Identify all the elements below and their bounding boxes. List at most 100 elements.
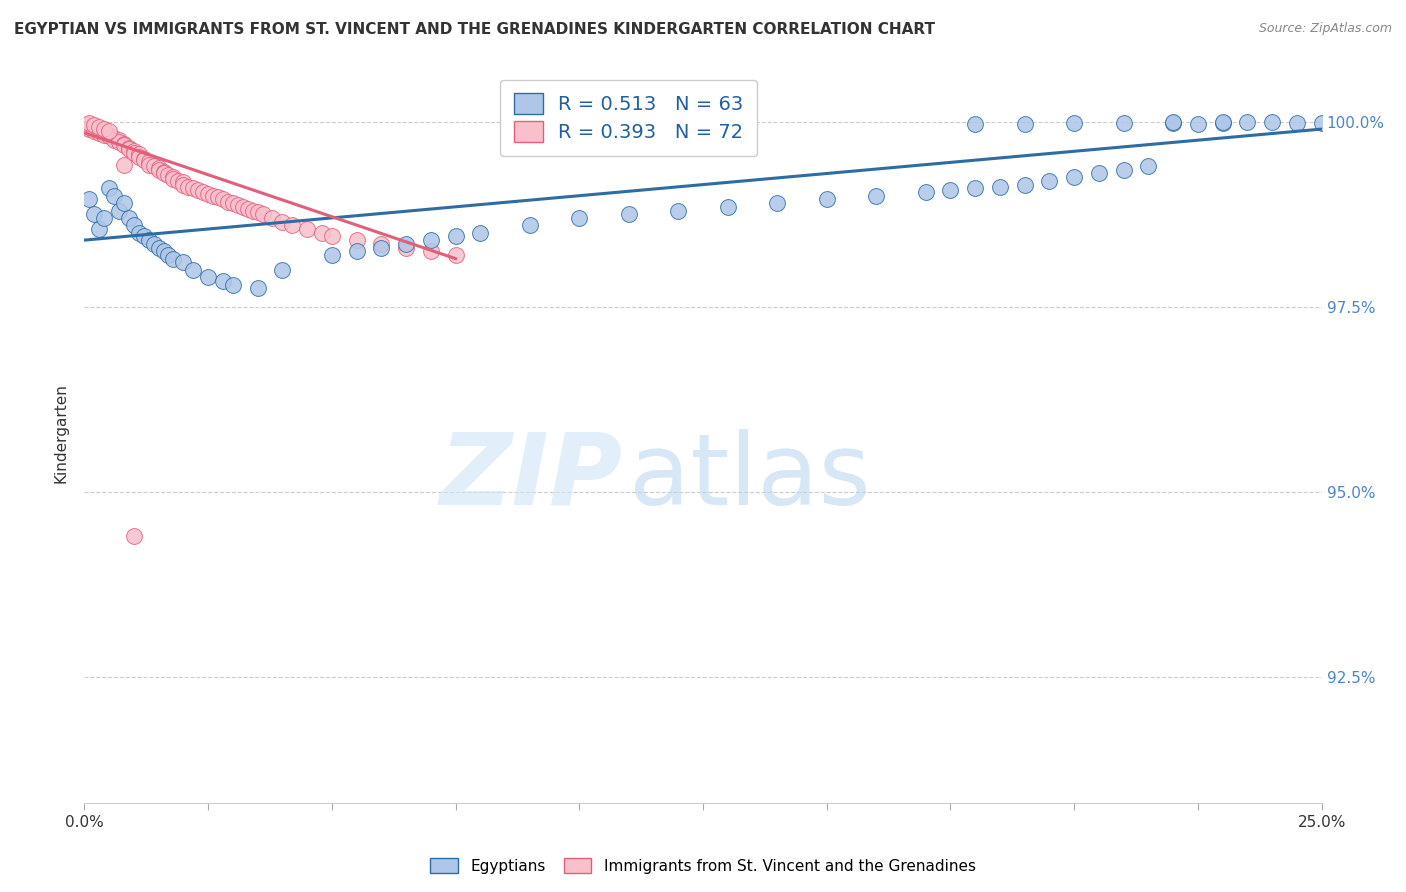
Point	[965, 117, 987, 131]
Point	[1310, 116, 1333, 130]
Point	[395, 236, 418, 251]
Point	[246, 281, 269, 295]
Point	[1137, 159, 1160, 173]
Point	[232, 200, 254, 214]
Point	[162, 252, 184, 266]
Text: Source: ZipAtlas.com: Source: ZipAtlas.com	[1258, 22, 1392, 36]
Point	[207, 190, 229, 204]
Point	[152, 167, 174, 181]
Point	[1063, 170, 1085, 185]
Point	[128, 150, 150, 164]
Point	[914, 185, 936, 199]
Point	[766, 196, 789, 211]
Point	[346, 244, 368, 259]
Point	[1236, 115, 1258, 129]
Point	[242, 203, 264, 218]
Point	[262, 211, 284, 225]
Point	[419, 244, 441, 259]
Point	[122, 145, 145, 160]
Point	[132, 153, 155, 168]
Point	[222, 196, 245, 211]
Point	[93, 126, 115, 140]
Point	[191, 185, 214, 199]
Point	[815, 193, 838, 207]
Point	[152, 244, 174, 259]
Point	[122, 145, 145, 159]
Point	[89, 123, 111, 137]
Point	[271, 262, 294, 277]
Point	[1212, 116, 1234, 130]
Point	[236, 202, 259, 216]
Point	[162, 170, 184, 185]
Point	[666, 203, 689, 218]
Point	[226, 197, 249, 211]
Point	[252, 207, 274, 221]
Point	[181, 262, 204, 277]
Point	[212, 274, 235, 288]
Point	[142, 236, 165, 251]
Point	[138, 155, 160, 169]
Point	[152, 165, 174, 179]
Point	[1038, 174, 1060, 188]
Point	[246, 205, 269, 219]
Point	[444, 229, 467, 244]
Point	[617, 207, 640, 221]
Point	[177, 179, 200, 194]
Point	[519, 219, 541, 233]
Y-axis label: Kindergarten: Kindergarten	[53, 383, 69, 483]
Point	[1112, 116, 1135, 130]
Point	[148, 162, 170, 177]
Point	[157, 168, 180, 182]
Point	[118, 142, 141, 156]
Point	[1063, 116, 1085, 130]
Text: EGYPTIAN VS IMMIGRANTS FROM ST. VINCENT AND THE GRENADINES KINDERGARTEN CORRELAT: EGYPTIAN VS IMMIGRANTS FROM ST. VINCENT …	[14, 22, 935, 37]
Point	[1187, 117, 1209, 131]
Point	[470, 226, 492, 240]
Point	[172, 255, 194, 269]
Point	[112, 196, 135, 211]
Point	[142, 159, 165, 173]
Point	[79, 122, 101, 136]
Point	[138, 233, 160, 247]
Point	[118, 211, 141, 225]
Point	[103, 188, 125, 202]
Point	[1261, 115, 1284, 129]
Point	[89, 222, 111, 236]
Point	[103, 131, 125, 145]
Point	[122, 529, 145, 543]
Point	[1161, 115, 1184, 129]
Point	[103, 133, 125, 147]
Point	[108, 133, 131, 147]
Point	[197, 270, 219, 285]
Point	[122, 219, 145, 233]
Point	[271, 214, 294, 228]
Point	[83, 207, 105, 221]
Point	[988, 179, 1011, 194]
Point	[79, 120, 101, 135]
Point	[1212, 115, 1234, 129]
Point	[346, 233, 368, 247]
Point	[83, 123, 105, 137]
Point	[89, 120, 111, 134]
Point	[1161, 116, 1184, 130]
Point	[132, 152, 155, 166]
Point	[148, 161, 170, 175]
Point	[148, 241, 170, 255]
Point	[112, 136, 135, 151]
Point	[79, 116, 101, 130]
Point	[1112, 162, 1135, 177]
Legend: R = 0.513   N = 63, R = 0.393   N = 72: R = 0.513 N = 63, R = 0.393 N = 72	[501, 79, 758, 156]
Point	[98, 123, 121, 137]
Point	[217, 194, 239, 209]
Point	[370, 236, 392, 251]
Point	[202, 188, 225, 202]
Point	[965, 181, 987, 195]
Point	[187, 183, 209, 197]
Point	[128, 226, 150, 240]
Point	[93, 128, 115, 142]
Point	[212, 193, 235, 207]
Point	[939, 183, 962, 197]
Text: atlas: atlas	[628, 428, 870, 525]
Point	[93, 122, 115, 136]
Point	[1014, 117, 1036, 131]
